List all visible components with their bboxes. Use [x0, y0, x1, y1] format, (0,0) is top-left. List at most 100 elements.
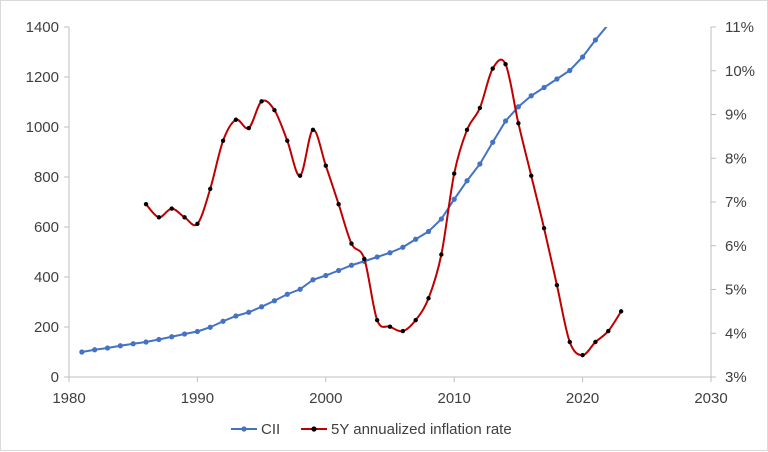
data-point [323, 163, 328, 168]
data-point [285, 138, 290, 143]
right-axis-tick-label: 10% [725, 63, 755, 80]
data-point [477, 161, 483, 167]
data-point [233, 313, 239, 319]
data-point [413, 317, 418, 323]
data-point [181, 331, 188, 337]
right-axis-tick-label: 6% [725, 238, 747, 255]
data-point [117, 343, 123, 349]
right-axis-tick-label: 5% [725, 282, 747, 299]
left-axis-tick-label: 1400 [26, 19, 59, 36]
right-axis-tick-label: 9% [725, 107, 747, 124]
data-point [348, 262, 355, 268]
left-axis-tick-label: 600 [34, 219, 59, 236]
data-point [259, 304, 265, 310]
data-point [592, 37, 599, 43]
data-point [515, 104, 522, 110]
left-axis-tick-label: 0 [51, 369, 59, 386]
data-point [207, 324, 213, 330]
data-point [452, 171, 457, 176]
data-point [387, 324, 393, 329]
data-point [169, 206, 174, 211]
x-axis-tick-label: 2010 [438, 390, 471, 407]
data-point [156, 336, 162, 343]
x-axis-tick-label: 1990 [181, 390, 214, 407]
data-point [156, 215, 162, 220]
x-axis-tick-label: 2030 [694, 390, 727, 407]
left-axis-tick-label: 1000 [26, 119, 59, 136]
data-point [233, 117, 239, 122]
data-point [310, 127, 316, 133]
data-point [284, 291, 290, 297]
series-cii [79, 27, 608, 355]
legend-label-inflation: 5Y annualized inflation rate [331, 421, 512, 438]
x-axis-tick-label: 1980 [52, 390, 85, 407]
data-point [529, 173, 534, 178]
data-point [195, 221, 200, 227]
legend-swatch-marker [241, 426, 247, 432]
data-point [104, 345, 111, 351]
data-point [246, 125, 251, 131]
left-axis-tick-label: 800 [34, 169, 59, 186]
data-point [400, 328, 406, 334]
data-point [593, 339, 598, 345]
data-point [426, 296, 431, 301]
data-point [618, 309, 624, 314]
data-point [323, 272, 329, 279]
data-point [503, 61, 508, 67]
x-axis-tick-label: 2000 [309, 390, 342, 407]
data-point [490, 139, 496, 145]
data-point [438, 216, 444, 222]
data-point [336, 267, 342, 274]
data-point [541, 84, 547, 91]
data-point [554, 282, 560, 288]
data-point [567, 67, 573, 74]
data-point [477, 105, 483, 111]
data-point [464, 178, 470, 184]
data-point [374, 254, 380, 260]
data-point [413, 236, 419, 242]
data-point [79, 349, 85, 355]
data-point [528, 93, 534, 99]
right-axis-tick-label: 4% [725, 325, 747, 342]
data-point [425, 228, 432, 235]
left-axis-tick-label: 200 [34, 319, 59, 336]
legend-label-cii: CII [261, 421, 280, 438]
data-point [220, 318, 226, 324]
data-point [336, 201, 341, 207]
data-point [439, 252, 444, 257]
right-axis-tick-label: 7% [725, 194, 747, 211]
data-point [349, 241, 354, 246]
data-point [143, 201, 149, 207]
data-point [554, 76, 560, 82]
data-point [374, 317, 380, 323]
x-axis-tick-label: 2020 [566, 390, 599, 407]
data-point [272, 107, 277, 113]
data-point [220, 138, 226, 143]
data-point [606, 328, 611, 334]
right-axis-tick-label: 8% [725, 150, 747, 167]
data-point [567, 339, 572, 345]
right-axis-tick-label: 3% [725, 369, 747, 386]
left-axis-tick-label: 400 [34, 269, 59, 286]
data-point [541, 226, 547, 231]
left-axis-tick-label: 1200 [26, 69, 59, 86]
data-point [297, 286, 303, 292]
data-point [580, 352, 585, 358]
data-point [169, 334, 175, 340]
data-point [271, 298, 278, 304]
data-point [194, 328, 200, 335]
series-line [145, 58, 622, 357]
series-inflation-rate [143, 58, 624, 358]
data-point [182, 215, 187, 220]
data-point [297, 173, 303, 178]
data-point [451, 196, 457, 202]
data-point [516, 121, 521, 126]
data-point [400, 244, 406, 250]
right-axis-tick-label: 11% [725, 19, 754, 36]
data-point [246, 309, 252, 315]
data-point [464, 127, 470, 133]
legend-swatch-marker [311, 426, 317, 432]
data-point [490, 66, 495, 71]
